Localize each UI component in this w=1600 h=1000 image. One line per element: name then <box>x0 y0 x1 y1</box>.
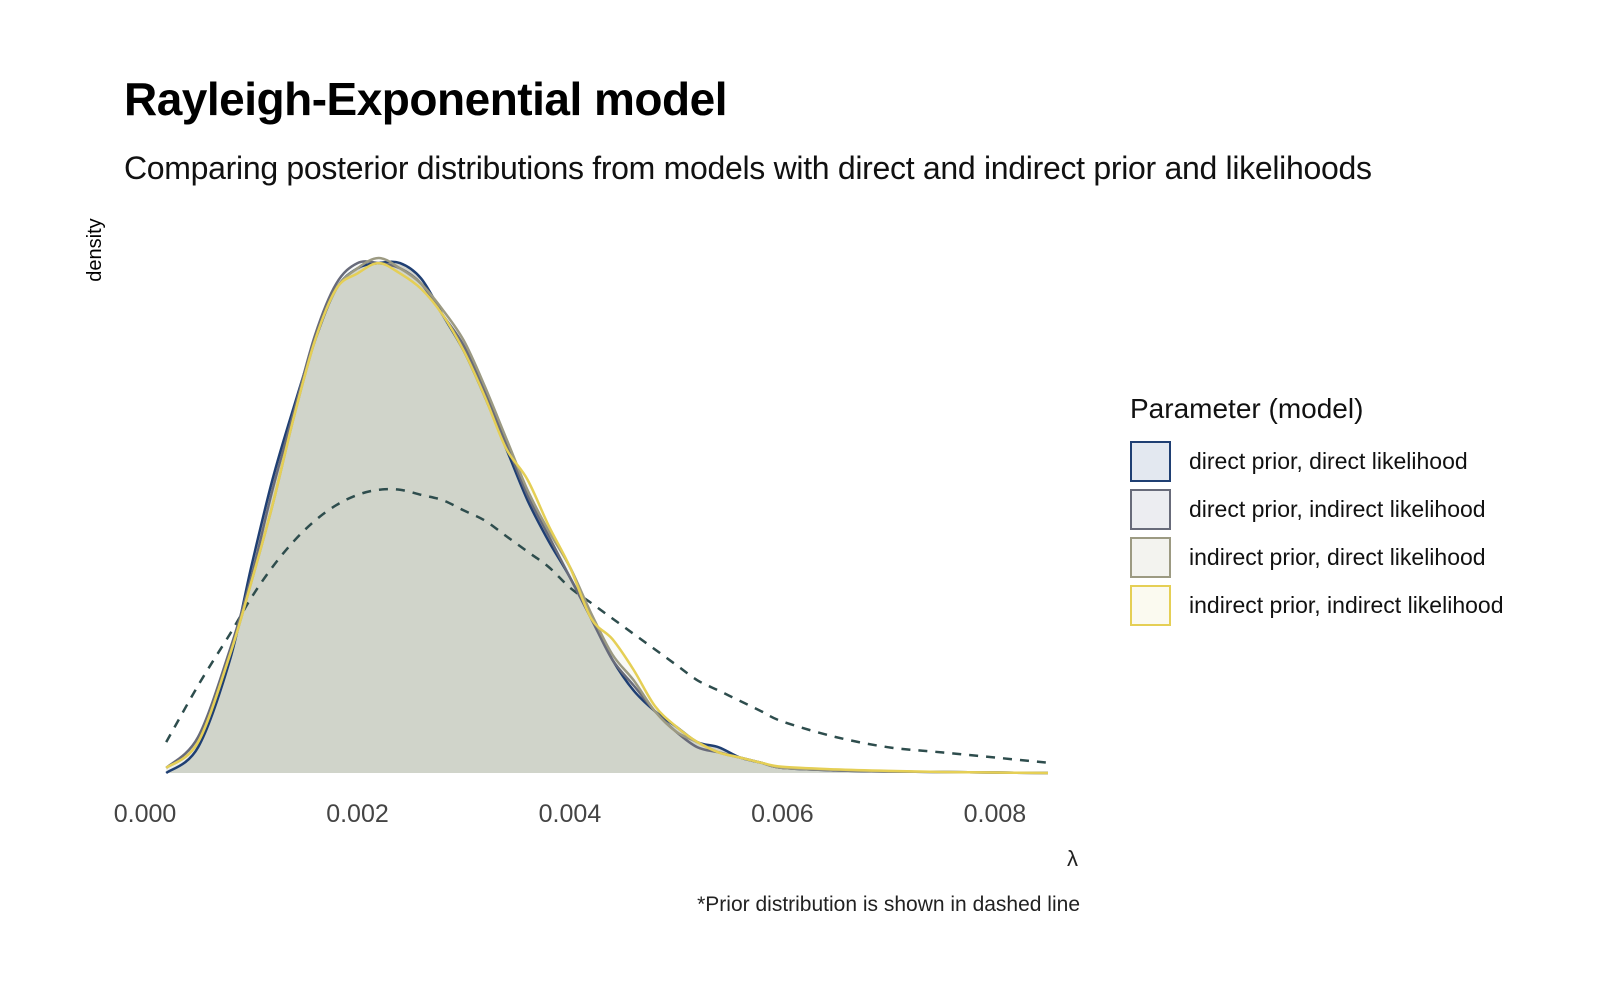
legend-key <box>1130 584 1171 626</box>
legend-label: direct prior, direct likelihood <box>1189 447 1468 474</box>
chart-plot-area: 0.000 0.002 0.004 0.006 0.008 λ <box>114 256 1078 871</box>
x-tick-label: 0.006 <box>751 800 814 828</box>
area-fill-1 <box>166 261 1048 773</box>
x-tick-label: 0.004 <box>539 800 602 828</box>
legend-key <box>1130 440 1171 482</box>
x-axis-ticks: 0.000 0.002 0.004 0.006 0.008 <box>114 800 1026 828</box>
x-tick-label: 0.008 <box>964 800 1027 828</box>
posterior-overlap-fill <box>166 258 1048 773</box>
legend-key <box>1130 536 1171 578</box>
x-axis-label: λ <box>1067 846 1078 871</box>
chart-subtitle: Comparing posterior distributions from m… <box>124 150 1372 186</box>
series-line-5 <box>165 261 1049 775</box>
area-fill-3 <box>166 258 1048 773</box>
legend-label: indirect prior, direct likelihood <box>1189 543 1486 570</box>
legend-item: indirect prior, direct likelihood <box>1130 533 1504 581</box>
legend-item: indirect prior, indirect likelihood <box>1130 581 1504 629</box>
chart-title: Rayleigh-Exponential model <box>124 73 728 125</box>
area-fill-4 <box>166 263 1048 773</box>
legend-item: direct prior, indirect likelihood <box>1130 485 1504 533</box>
legend-label: indirect prior, indirect likelihood <box>1189 591 1504 618</box>
x-tick-label: 0.000 <box>114 800 177 828</box>
chart-caption: *Prior distribution is shown in dashed l… <box>697 893 1080 916</box>
legend-items: direct prior, direct likelihood direct pr… <box>1130 437 1504 629</box>
series-lines <box>165 256 1049 775</box>
legend: Parameter (model) direct prior, direct l… <box>1130 393 1504 629</box>
legend-label: direct prior, indirect likelihood <box>1189 495 1486 522</box>
legend-key <box>1130 488 1171 530</box>
prior-dashed-line <box>165 487 1049 764</box>
x-tick-label: 0.002 <box>326 800 389 828</box>
legend-item: direct prior, direct likelihood <box>1130 437 1504 485</box>
legend-title: Parameter (model) <box>1130 393 1364 424</box>
area-fill-2 <box>166 261 1048 773</box>
